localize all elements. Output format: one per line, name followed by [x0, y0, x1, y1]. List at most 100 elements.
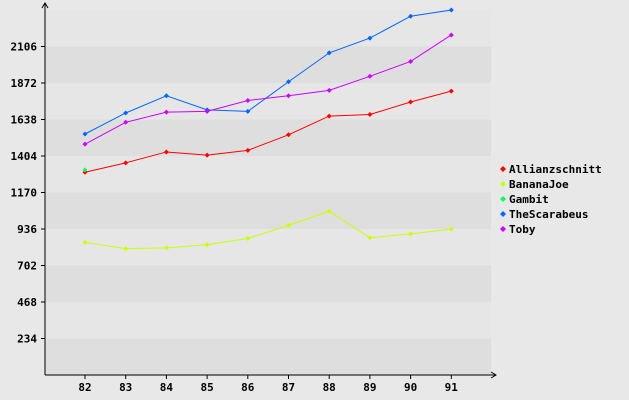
- y-tick-label: 936: [17, 223, 37, 236]
- data-point-thescarabeus: [408, 13, 414, 19]
- y-tick-label: 468: [17, 296, 37, 309]
- data-point-bananajoe: [245, 236, 251, 242]
- data-point-allianzschnitt: [448, 88, 454, 94]
- x-tick-label: 88: [323, 381, 336, 394]
- plot-background: [45, 10, 491, 375]
- y-tick-label: 234: [17, 333, 37, 346]
- x-tick-label: 89: [363, 381, 376, 394]
- legend-label: TheScarabeus: [509, 208, 588, 221]
- legend-marker: [500, 226, 506, 232]
- data-point-bananajoe: [286, 222, 291, 228]
- legend-marker: [500, 211, 506, 217]
- data-point-thescarabeus: [326, 50, 332, 56]
- data-point-thescarabeus: [123, 110, 129, 116]
- series-gambit: [82, 167, 88, 173]
- legend-item-thescarabeus: TheScarabeus: [500, 208, 588, 221]
- x-tick-label: 87: [282, 381, 295, 394]
- y-axis-ticks: 234 468 702 936 1170 1404 1638 1872 2106: [11, 41, 45, 346]
- grid-band: [45, 265, 491, 302]
- y-tick-label: 2106: [11, 41, 38, 54]
- grid-band: [45, 119, 491, 156]
- data-point-thescarabeus: [82, 131, 88, 137]
- legend-item-bananajoe: BananaJoe: [500, 178, 569, 191]
- x-axis-arrow: [490, 371, 497, 379]
- y-tick-label: 1404: [11, 150, 38, 163]
- grid-band: [45, 338, 491, 375]
- legend-label: Gambit: [509, 193, 549, 206]
- legend: Allianzschnitt BananaJoe Gambit TheScarabeu…: [500, 163, 602, 236]
- data-point-thescarabeus: [163, 93, 169, 99]
- data-point-bananajoe: [448, 226, 454, 232]
- data-point-toby: [82, 141, 88, 147]
- data-point-toby: [123, 119, 129, 125]
- series-line-allianzschnitt: [84, 90, 452, 173]
- y-tick-label: 1170: [11, 187, 38, 200]
- data-point-allianzschnitt: [123, 160, 129, 166]
- x-tick-label: 84: [160, 381, 174, 394]
- data-point-thescarabeus: [367, 35, 373, 41]
- x-tick-label: 86: [241, 381, 255, 394]
- data-point-gambit: [82, 167, 88, 173]
- y-tick-label: 1638: [11, 114, 38, 127]
- legend-item-allianzschnitt: Allianzschnitt: [500, 163, 602, 176]
- legend-marker: [500, 196, 506, 202]
- legend-label: BananaJoe: [509, 178, 569, 191]
- legend-label: Toby: [509, 223, 536, 236]
- x-tick-label: 85: [200, 381, 213, 394]
- series-toby: [82, 32, 454, 147]
- legend-marker: [500, 181, 506, 187]
- series-line-toby: [84, 34, 452, 145]
- grid-band: [45, 83, 491, 120]
- grid-band: [45, 46, 491, 83]
- data-point-toby: [408, 58, 414, 64]
- data-point-toby: [448, 32, 454, 38]
- legend-label: Allianzschnitt: [509, 163, 602, 176]
- data-point-bananajoe: [204, 242, 210, 248]
- data-point-toby: [163, 109, 169, 115]
- data-point-allianzschnitt: [326, 113, 332, 119]
- data-point-allianzschnitt: [163, 149, 169, 155]
- data-point-toby: [326, 87, 332, 93]
- data-point-bananajoe: [163, 245, 169, 251]
- grid-band: [45, 302, 491, 339]
- x-tick-label: 91: [445, 381, 459, 394]
- y-tick-label: 702: [17, 260, 37, 273]
- data-point-thescarabeus: [245, 108, 251, 114]
- data-point-thescarabeus: [286, 79, 291, 85]
- legend-item-toby: Toby: [500, 223, 536, 236]
- series-line-bananajoe: [84, 210, 452, 250]
- data-point-toby: [286, 93, 291, 99]
- x-tick-label: 83: [119, 381, 132, 394]
- data-point-toby: [245, 97, 251, 103]
- series-lines: [82, 7, 454, 252]
- axes: [41, 2, 497, 379]
- x-tick-label: 82: [78, 381, 91, 394]
- y-tick-label: 1872: [11, 77, 38, 90]
- x-tick-label: 90: [404, 381, 417, 394]
- data-point-allianzschnitt: [286, 132, 291, 138]
- data-point-allianzschnitt: [204, 152, 210, 158]
- legend-item-gambit: Gambit: [500, 193, 549, 206]
- grid-band: [45, 156, 491, 193]
- grid-band: [45, 10, 491, 47]
- series-bananajoe: [82, 208, 454, 252]
- grid-band: [45, 192, 491, 229]
- series-line-thescarabeus: [84, 9, 452, 135]
- data-point-toby: [204, 108, 210, 114]
- data-point-allianzschnitt: [367, 112, 373, 118]
- data-point-allianzschnitt: [245, 147, 251, 153]
- data-point-bananajoe: [367, 235, 373, 241]
- data-point-toby: [367, 73, 373, 79]
- grid-band: [45, 229, 491, 266]
- data-point-bananajoe: [326, 208, 332, 214]
- data-point-bananajoe: [123, 246, 129, 252]
- data-point-allianzschnitt: [408, 99, 414, 105]
- y-axis-arrow: [41, 2, 49, 9]
- x-axis-ticks: 82 83 84 85 86 87 88 89 90 91: [78, 375, 458, 394]
- series-thescarabeus: [82, 7, 454, 137]
- data-point-bananajoe: [82, 239, 88, 245]
- legend-marker: [500, 166, 506, 172]
- data-point-bananajoe: [408, 231, 414, 237]
- data-point-thescarabeus: [448, 7, 454, 13]
